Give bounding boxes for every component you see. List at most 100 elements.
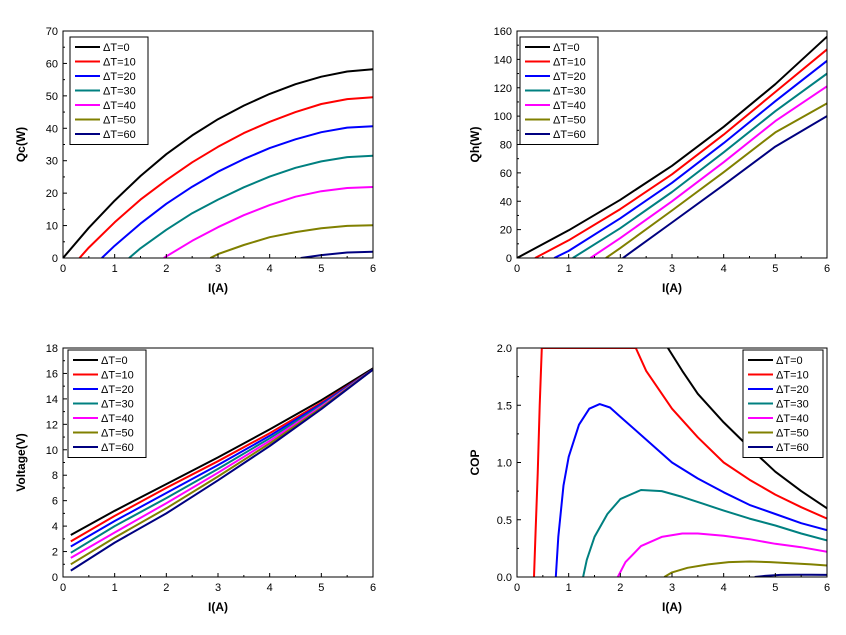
chart-panel-2: 0 1 2 3 4 5 6024681012141618I(A)Voltage(V)ΔT=0… — [14, 343, 376, 614]
series-line-0-1 — [78, 96, 373, 258]
series-line-2-2 — [70, 368, 373, 548]
y-tick-label: 4 — [52, 521, 58, 533]
x-tick-label: 6 — [370, 582, 376, 594]
x-tick-label: 0 — [514, 582, 520, 594]
x-tick-label: 2 — [163, 582, 169, 594]
y-tick-label: 8 — [52, 470, 58, 482]
x-tick-label: 3 — [669, 263, 675, 275]
series-line-3-6 — [754, 573, 827, 577]
y-tick-label: 40 — [46, 123, 58, 135]
legend-entry-label: ΔT=30 — [101, 399, 134, 411]
series-line-0-2 — [101, 125, 373, 258]
x-axis-title: I(A) — [662, 281, 682, 295]
legend-entry-label: ΔT=0 — [776, 355, 803, 367]
y-tick-label: 160 — [494, 26, 512, 38]
y-tick-label: 20 — [500, 225, 512, 237]
y-tick-label: 2.0 — [497, 343, 512, 355]
y-tick-label: 1.0 — [497, 458, 512, 470]
legend-entry-label: ΔT=0 — [101, 355, 128, 367]
x-tick-label: 3 — [669, 582, 675, 594]
y-tick-label: 16 — [46, 368, 58, 380]
y-axis-title: Qh(W) — [468, 127, 482, 163]
series-line-3-4 — [616, 532, 827, 577]
series-line-1-4 — [589, 85, 827, 258]
y-tick-label: 0.0 — [497, 572, 512, 584]
series-line-0-6 — [300, 250, 373, 258]
x-tick-label: 1 — [112, 582, 118, 594]
y-tick-label: 100 — [494, 111, 512, 123]
x-tick-label: 5 — [772, 582, 778, 594]
legend-entry-label: ΔT=10 — [553, 57, 586, 69]
x-tick-label: 2 — [163, 263, 169, 275]
legend-entry-label: ΔT=50 — [776, 428, 809, 440]
y-tick-label: 10 — [46, 445, 58, 457]
legend-entry-label: ΔT=10 — [101, 370, 134, 382]
chart-panel-3: 0 1 2 3 4 5 60.00.51.01.52.0I(A)COPΔT=0ΔT=10ΔT… — [468, 343, 830, 614]
legend: ΔT=0 ΔT=10 ΔT=20 ΔT=30 ΔT=40 ΔT=50 ΔT=60 — [69, 36, 149, 145]
series-line-0-5 — [209, 224, 373, 258]
series-line-1-6 — [622, 115, 827, 258]
x-tick-label: 6 — [824, 582, 830, 594]
y-tick-label: 140 — [494, 54, 512, 66]
x-tick-label: 6 — [370, 263, 376, 275]
y-tick-label: 18 — [46, 343, 58, 355]
series-line-3-0 — [667, 348, 827, 510]
series-line-3-1 — [533, 348, 827, 577]
legend-entry-label: ΔT=60 — [103, 129, 136, 141]
series-line-0-0 — [63, 68, 373, 258]
y-tick-label: 50 — [46, 91, 58, 103]
legend-entry-label: ΔT=30 — [103, 86, 136, 98]
legend-entry-label: ΔT=30 — [553, 86, 586, 98]
series-line-3-5 — [663, 560, 827, 577]
y-tick-label: 0.5 — [497, 515, 512, 527]
series-line-2-4 — [70, 368, 373, 559]
x-tick-label: 3 — [215, 582, 221, 594]
legend-entry-label: ΔT=10 — [103, 57, 136, 69]
series-line-3-2 — [554, 403, 827, 577]
series-line-1-5 — [605, 102, 827, 258]
legend-entry-label: ΔT=20 — [101, 384, 134, 396]
legend-entry-label: ΔT=40 — [101, 413, 134, 425]
legend-entry-label: ΔT=60 — [776, 442, 809, 454]
y-tick-label: 60 — [46, 58, 58, 70]
series-line-1-1 — [534, 48, 827, 258]
x-tick-label: 5 — [772, 263, 778, 275]
legend-entry-label: ΔT=60 — [553, 129, 586, 141]
series-line-2-0 — [70, 367, 373, 536]
legend-entry-label: ΔT=30 — [776, 399, 809, 411]
legend-entry-label: ΔT=0 — [553, 42, 580, 54]
legend-entry-label: ΔT=50 — [101, 428, 134, 440]
y-tick-label: 2 — [52, 547, 58, 559]
y-tick-label: 120 — [494, 83, 512, 95]
y-tick-label: 0 — [506, 253, 512, 265]
series-line-1-2 — [553, 60, 827, 258]
legend-entry-label: ΔT=40 — [776, 413, 809, 425]
x-tick-label: 5 — [318, 582, 324, 594]
y-tick-label: 20 — [46, 188, 58, 200]
x-tick-label: 2 — [617, 263, 623, 275]
chart-panel-0: 0 1 2 3 4 5 6010203040506070I(A)Qc(W)ΔT=0ΔT=10… — [14, 26, 376, 295]
x-tick-label: 4 — [267, 263, 273, 275]
legend-entry-label: ΔT=20 — [553, 71, 586, 83]
series-line-0-4 — [163, 186, 373, 258]
y-tick-label: 10 — [46, 221, 58, 233]
x-axis-title: I(A) — [208, 600, 228, 614]
x-tick-label: 6 — [824, 263, 830, 275]
legend-entry-label: ΔT=20 — [776, 384, 809, 396]
series-line-3-3 — [582, 489, 827, 577]
x-tick-label: 1 — [112, 263, 118, 275]
legend-entry-label: ΔT=0 — [103, 42, 130, 54]
y-tick-label: 0 — [52, 572, 58, 584]
x-tick-label: 0 — [60, 582, 66, 594]
x-tick-label: 1 — [566, 582, 572, 594]
y-tick-label: 6 — [52, 496, 58, 508]
legend-entry-label: ΔT=40 — [553, 100, 586, 112]
series-line-1-3 — [572, 72, 827, 258]
legend-entry-label: ΔT=50 — [553, 115, 586, 127]
y-tick-label: 12 — [46, 419, 58, 431]
y-axis-title: COP — [468, 449, 482, 475]
series-line-2-1 — [70, 368, 373, 543]
x-tick-label: 4 — [721, 263, 727, 275]
y-tick-label: 30 — [46, 156, 58, 168]
